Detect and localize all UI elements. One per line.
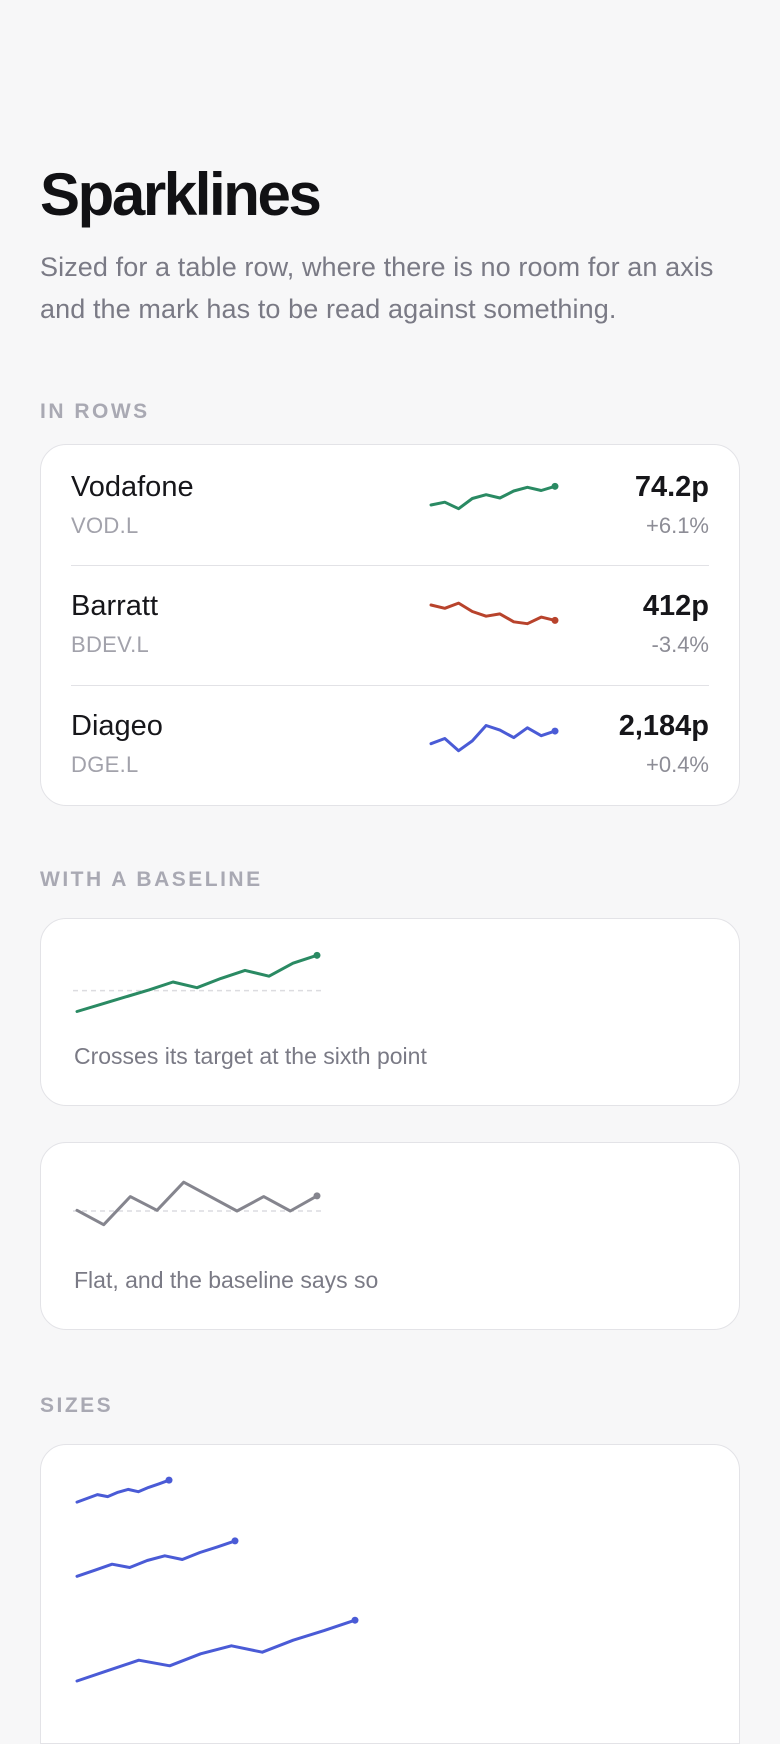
row-ticker: BDEV.L <box>71 632 150 657</box>
sparkline-small <box>75 1476 173 1504</box>
sparkline-series <box>429 484 557 511</box>
row-ticker: DGE.L <box>71 752 139 777</box>
sparkline-series <box>75 953 319 1013</box>
sparkline-flat <box>73 1180 321 1227</box>
sparkline-end-point <box>231 1537 239 1545</box>
sparkline-medium <box>75 1537 239 1578</box>
table-row[interactable]: Diageo DGE.L 2,184p +0.4% <box>71 685 709 805</box>
sparkline-vodafone <box>429 482 559 511</box>
sparkline-end-point <box>351 1616 359 1624</box>
row-change: +0.4% <box>646 752 709 777</box>
row-name: Vodafone <box>71 471 194 503</box>
section-label-with-a-baseline: WITH A BASELINE <box>40 868 263 891</box>
sparkline-with-target <box>73 951 321 1013</box>
row-price: 74.2p <box>634 471 709 503</box>
sparkline-series <box>75 1618 357 1683</box>
row-name: Diageo <box>71 710 163 742</box>
baseline-card: Flat, and the baseline says so <box>40 1142 740 1330</box>
sizes-card <box>40 1444 740 1744</box>
sparkline-end-point <box>165 1476 173 1484</box>
rows-card: Vodafone VOD.L 74.2p +6.1% Barratt BDEV.… <box>40 444 740 806</box>
sparkline-series <box>429 724 557 753</box>
baseline-caption: Flat, and the baseline says so <box>74 1267 379 1293</box>
sparkline-series <box>75 1539 237 1578</box>
sparkline-barratt <box>429 601 559 626</box>
sparkline-series <box>75 1180 319 1227</box>
page-title: Sparklines <box>40 161 322 228</box>
row-name: Barratt <box>71 590 159 622</box>
sparkline-end-point <box>551 616 559 624</box>
page-subtitle: Sized for a table row, where there is no… <box>40 252 714 324</box>
row-ticker: VOD.L <box>71 513 139 538</box>
sparkline-large <box>75 1616 359 1683</box>
sparkline-series <box>75 1478 171 1504</box>
table-row[interactable]: Vodafone VOD.L 74.2p +6.1% <box>71 445 709 565</box>
sparkline-diageo <box>429 724 559 753</box>
sparkline-end-point <box>313 1192 321 1200</box>
row-change: -3.4% <box>651 632 709 657</box>
sparkline-end-point <box>551 482 559 490</box>
sparkline-end-point <box>313 951 321 959</box>
table-row[interactable]: Barratt BDEV.L 412p -3.4% <box>71 565 709 685</box>
section-label-in-rows: IN ROWS <box>40 400 150 423</box>
row-price: 2,184p <box>618 710 709 742</box>
row-price: 412p <box>642 590 709 622</box>
sparkline-series <box>429 601 557 626</box>
baseline-card: Crosses its target at the sixth point <box>40 918 740 1106</box>
section-label-sizes: SIZES <box>40 1394 114 1417</box>
baseline-caption: Crosses its target at the sixth point <box>74 1043 427 1069</box>
sparkline-end-point <box>551 727 559 735</box>
row-change: +6.1% <box>646 513 709 538</box>
